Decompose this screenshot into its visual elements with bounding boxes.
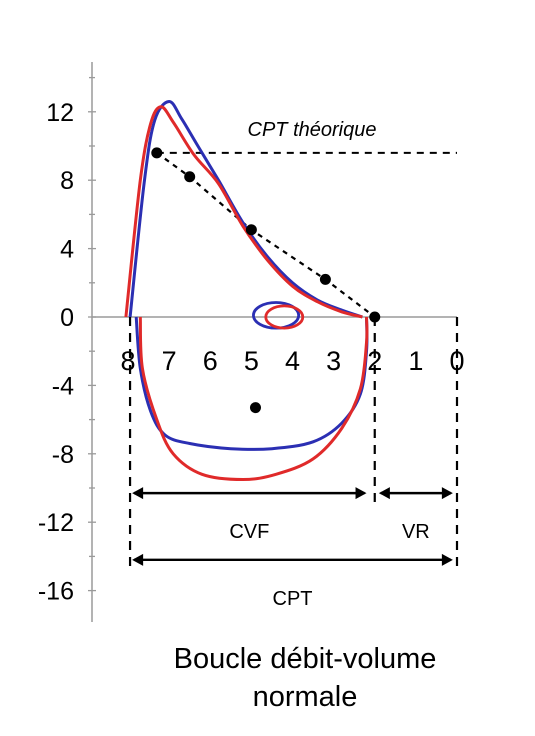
caption-line-1: Boucle débit-volume [173, 643, 437, 675]
x-tick-label: 6 [203, 346, 218, 376]
bracket-vr-arrow-left [378, 487, 390, 500]
x-tick-label: 0 [449, 346, 464, 376]
y-tick-label: 4 [60, 236, 74, 264]
cpt-theorique-label: CPT théorique [248, 119, 377, 141]
series-0-inspiration [134, 316, 369, 451]
x-tick-label: 7 [162, 346, 177, 376]
series-1-inspiration [138, 316, 369, 481]
y-tick-label: 0 [60, 304, 74, 332]
x-tick-label: 5 [244, 346, 259, 376]
predicted-point [245, 224, 257, 236]
annotations: CPT théorique CVF VR CPT [132, 119, 453, 610]
predicted-point [319, 273, 331, 285]
y-tick-label: -12 [38, 509, 74, 537]
series-1-expiration [124, 105, 363, 319]
predicted-point [369, 311, 381, 323]
bracket-cpt-arrow-right [441, 553, 453, 566]
series-0-expiration [128, 100, 363, 319]
predicted-point [151, 147, 163, 159]
bracket-cvf-label: CVF [229, 521, 269, 543]
tidal-loop-1 [264, 304, 305, 330]
x-tick-label: 1 [408, 346, 423, 376]
bracket-cvf-arrow-right [355, 487, 367, 500]
x-tick-label: 2 [367, 346, 382, 376]
y-tick-label: 12 [46, 99, 74, 127]
curves [124, 100, 369, 481]
bracket-vr-arrow-right [441, 487, 453, 500]
x-tick-label: 4 [285, 346, 300, 376]
bracket-cpt-arrow-left [132, 553, 144, 566]
bracket-vr-label: VR [402, 521, 430, 543]
y-tick-label: -16 [38, 578, 74, 606]
y-tick-label: -8 [52, 441, 74, 469]
y-tick-label: 8 [60, 167, 74, 195]
x-tick-label: 8 [120, 346, 135, 376]
predicted-points [151, 147, 381, 414]
axes [88, 62, 457, 622]
caption: Boucle débit-volume normale [0, 640, 535, 716]
caption-line-2: normale [252, 681, 358, 713]
x-tick-label: 3 [326, 346, 341, 376]
predicted-point [184, 171, 196, 183]
bracket-cvf-arrow-left [132, 487, 144, 500]
bracket-cpt-label: CPT [273, 588, 313, 610]
predicted-point [249, 402, 261, 414]
y-tick-label: -4 [52, 372, 74, 400]
